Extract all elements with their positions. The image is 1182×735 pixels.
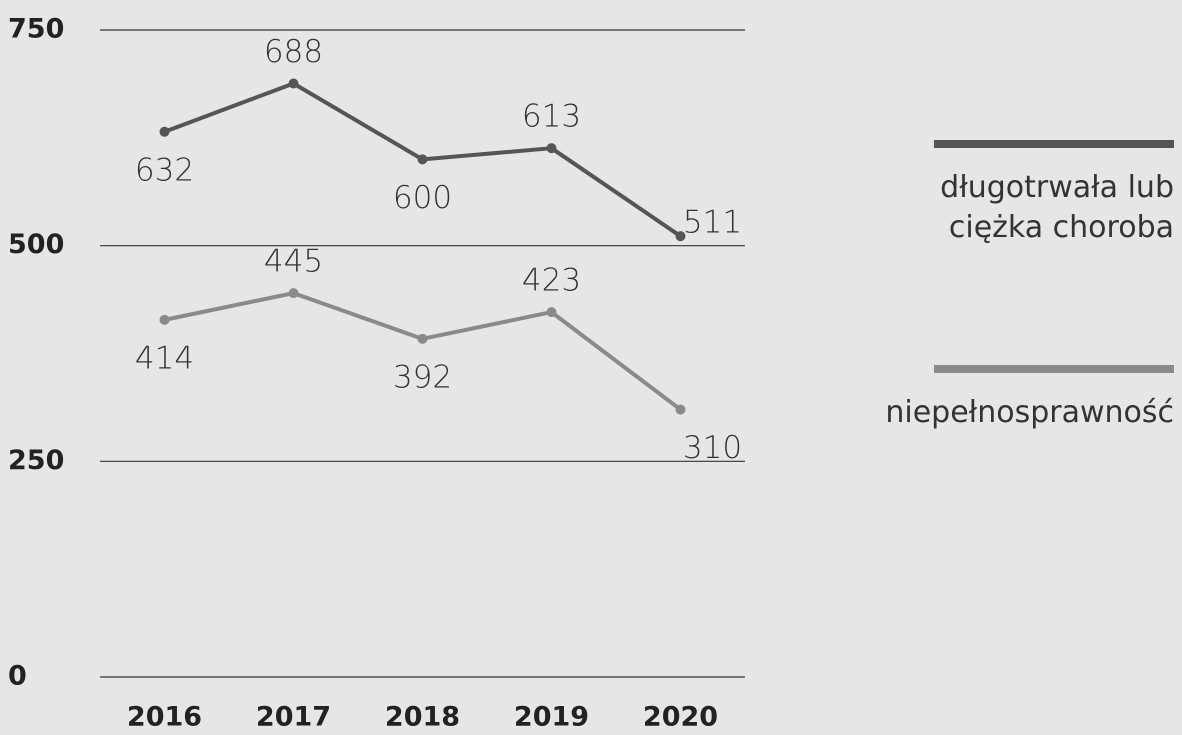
point (546, 143, 557, 154)
y-tick-label: 500 (8, 229, 64, 260)
point (546, 307, 557, 318)
point (417, 154, 428, 165)
point (417, 333, 428, 344)
data-label: 310 (683, 430, 742, 466)
data-label: 511 (683, 205, 742, 241)
point (675, 404, 686, 415)
x-tick-label: 2016 (127, 702, 202, 733)
point (159, 314, 170, 325)
point (288, 288, 299, 299)
data-label: 392 (393, 359, 452, 395)
y-tick-label: 0 (8, 661, 27, 692)
x-tick-label: 2017 (256, 702, 331, 733)
point (288, 78, 299, 89)
point (159, 126, 170, 137)
legend-swatch (934, 365, 1174, 373)
data-label: 414 (135, 340, 194, 376)
legend-item: niepełnosprawność (854, 365, 1174, 433)
legend-label: niepełnosprawność (885, 395, 1174, 430)
legend-swatch (934, 140, 1174, 148)
data-label: 632 (135, 152, 194, 188)
y-tick-label: 250 (8, 445, 64, 476)
y-tick-label: 750 (8, 14, 64, 45)
data-label: 613 (522, 99, 581, 135)
legend-item: długotrwała lub ciężka choroba (854, 140, 1174, 248)
data-label: 688 (264, 34, 323, 70)
data-label: 445 (264, 244, 323, 280)
x-tick-label: 2020 (643, 702, 718, 733)
x-tick-label: 2019 (514, 702, 589, 733)
point (675, 231, 686, 242)
data-label: 423 (522, 263, 581, 299)
legend-label: długotrwała lub ciężka choroba (940, 170, 1174, 245)
data-label: 600 (393, 180, 452, 216)
x-tick-label: 2018 (385, 702, 460, 733)
